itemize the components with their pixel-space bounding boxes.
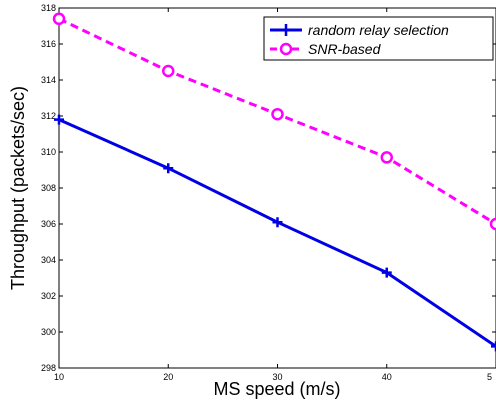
data-point-snr-based bbox=[380, 151, 393, 164]
data-point-snr-based bbox=[271, 107, 284, 121]
x-tick-label: 10 bbox=[54, 372, 64, 382]
legend-marker-snr-based bbox=[279, 42, 293, 56]
x-tick-label: 40 bbox=[382, 372, 392, 382]
data-point-random-relay-selection bbox=[54, 114, 64, 125]
legend-label-random-relay-selection: random relay selection bbox=[308, 22, 449, 38]
y-tick-label: 312 bbox=[41, 111, 56, 121]
y-tick-label: 318 bbox=[41, 3, 56, 13]
y-tick-label: 306 bbox=[41, 219, 56, 229]
axis-ticks: 10 20 30 40 5 298 300 302 304 306 308 310 312 314 316 3… bbox=[41, 3, 496, 382]
legend-label-snr-based: SNR-based bbox=[308, 41, 382, 57]
legend: random relay selection SNR-based bbox=[263, 16, 494, 61]
x-tick-label: 5 bbox=[487, 372, 492, 382]
data-point-random-relay-selection bbox=[491, 341, 496, 352]
y-tick-label: 316 bbox=[41, 39, 56, 49]
y-tick-label: 302 bbox=[41, 291, 56, 301]
data-point-random-relay-selection bbox=[272, 217, 283, 228]
y-tick-label: 304 bbox=[41, 255, 56, 265]
data-point-random-relay-selection bbox=[163, 163, 174, 174]
legend-box bbox=[263, 16, 494, 61]
y-tick-label: 300 bbox=[41, 327, 56, 337]
y-tick-label: 298 bbox=[41, 363, 56, 373]
x-tick-label: 20 bbox=[163, 372, 173, 382]
legend-marker-random-relay-selection bbox=[280, 24, 292, 36]
y-tick-label: 310 bbox=[41, 147, 56, 157]
y-tick-label: 308 bbox=[41, 183, 56, 193]
series-layer bbox=[52, 12, 496, 352]
y-axis-label: Throughput (packets/sec) bbox=[8, 86, 28, 290]
y-tick-label: 314 bbox=[41, 75, 56, 85]
x-tick-label: 30 bbox=[272, 372, 282, 382]
plot-area bbox=[58, 7, 496, 369]
data-point-random-relay-selection bbox=[381, 267, 392, 278]
data-point-snr-based bbox=[489, 217, 496, 231]
x-axis-label: MS speed (m/s) bbox=[213, 379, 340, 399]
data-point-snr-based bbox=[52, 12, 66, 26]
data-point-snr-based bbox=[162, 64, 175, 78]
